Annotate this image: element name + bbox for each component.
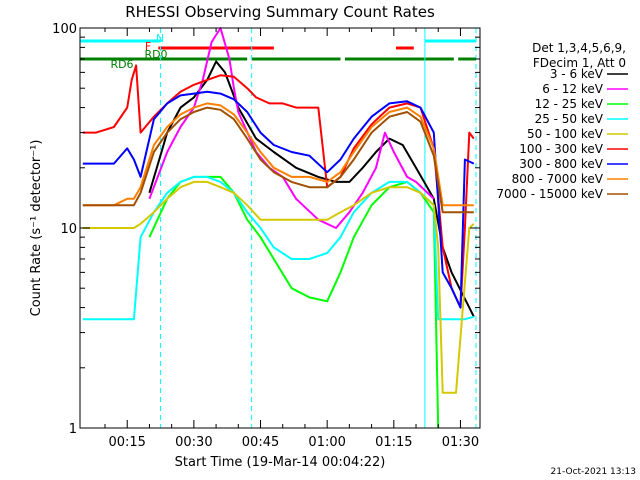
legend-label-8: 7000 - 15000 keV	[496, 187, 603, 201]
y-axis-label: Count Rate (s⁻¹ detector⁻¹)	[29, 140, 44, 317]
x-axis-label: Start Time (19-Mar-14 00:04:22)	[175, 455, 386, 470]
legend: Det 1,3,4,5,6,9,FDecim 1, Att 03 - 6 keV…	[496, 41, 628, 201]
y-tick-label-0: 1	[69, 422, 77, 437]
y-tick-label-2: 100	[52, 22, 77, 37]
y-tick-label-1: 10	[60, 222, 77, 237]
legend-label-6: 300 - 800 keV	[519, 157, 603, 171]
series-line-7	[82, 102, 474, 207]
event-marker-lines	[160, 28, 477, 428]
series-line-2	[148, 175, 440, 429]
count-rate-series	[82, 27, 475, 429]
state-bar-label-0: N	[156, 32, 164, 45]
legend-label-7: 800 - 7000 keV	[512, 172, 604, 186]
state-bar-label-3: RD6	[110, 58, 133, 71]
legend-label-1: 6 - 12 keV	[542, 82, 604, 96]
x-tick-label-3: 01:00	[308, 435, 345, 450]
x-tick-label-0: 00:15	[108, 435, 145, 450]
legend-label-2: 12 - 25 keV	[535, 97, 604, 111]
chart-title: RHESSI Observing Summary Count Rates	[125, 3, 435, 21]
series-line-8	[82, 106, 474, 214]
legend-header-0: Det 1,3,4,5,6,9,	[532, 41, 626, 55]
legend-label-3: 25 - 50 keV	[535, 112, 604, 126]
axes: 00:15 00:30 00:45 01:00 01:15 01:30 1 10 100	[52, 22, 480, 450]
legend-label-5: 100 - 300 keV	[519, 142, 603, 156]
legend-label-0: 3 - 6 keV	[550, 67, 604, 81]
state-bar-label-1: F	[145, 40, 151, 53]
x-tick-label-1: 00:30	[175, 435, 212, 450]
x-tick-label-5: 01:30	[442, 435, 479, 450]
series-line-6	[82, 90, 475, 309]
series-line-4	[82, 180, 475, 394]
x-tick-label-4: 01:15	[375, 435, 412, 450]
series-line-3	[82, 175, 475, 321]
legend-header-1: FDecim 1, Att 0	[533, 56, 626, 70]
x-tick-label-2: 00:45	[242, 435, 279, 450]
plot-frame	[79, 27, 481, 429]
legend-label-4: 50 - 100 keV	[527, 127, 604, 141]
footer-date: 21-Oct-2021 13:13	[551, 467, 636, 477]
